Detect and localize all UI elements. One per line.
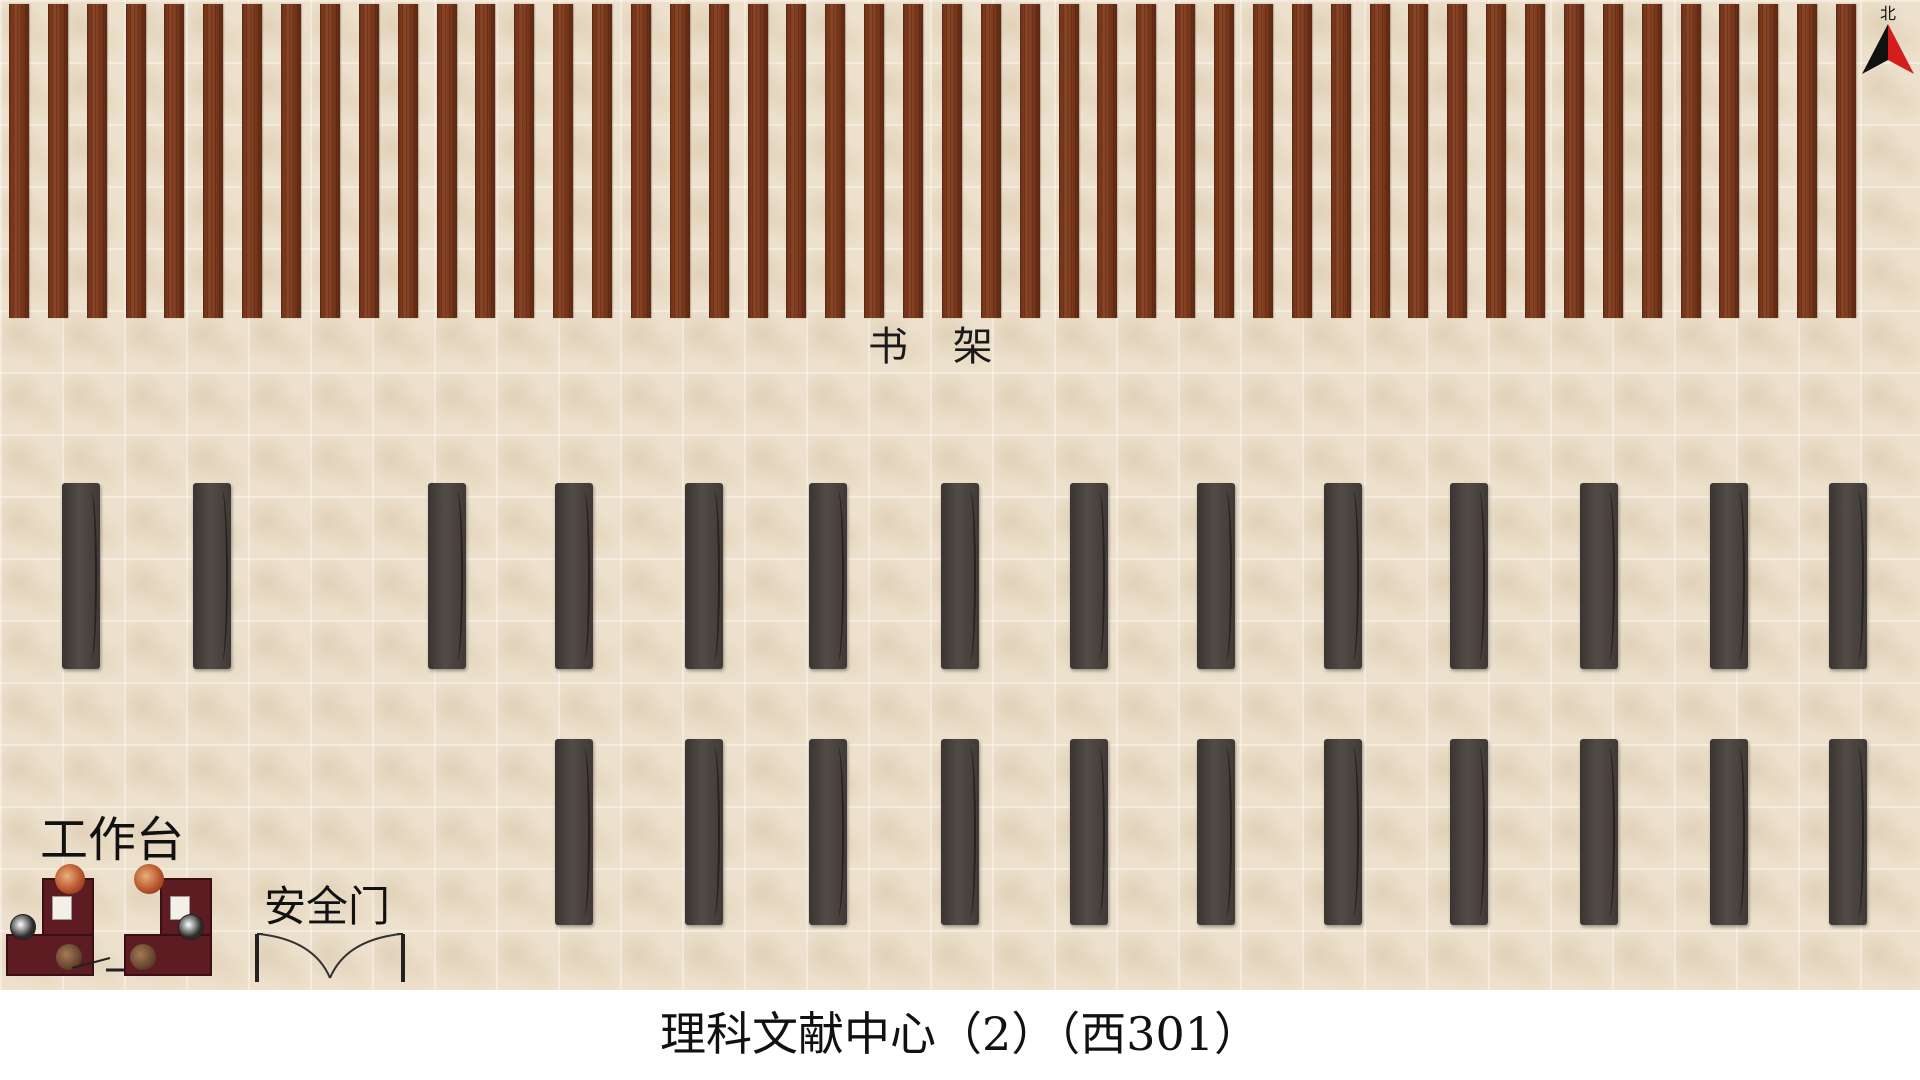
bookshelf (864, 4, 884, 318)
bookshelf (126, 4, 146, 318)
reading-table (62, 483, 100, 669)
bookshelf (786, 4, 806, 318)
reading-table (1197, 739, 1235, 925)
bookshelf (281, 4, 301, 318)
bookshelf (942, 4, 962, 318)
reading-table (1450, 739, 1488, 925)
reading-table (193, 483, 231, 669)
bookshelf (1214, 4, 1234, 318)
bookshelf (1020, 4, 1040, 318)
bookshelf (48, 4, 68, 318)
bookshelf (164, 4, 184, 318)
reading-table (941, 483, 979, 669)
bookshelf (1797, 4, 1817, 318)
bookshelf (1486, 4, 1506, 318)
reading-table (428, 483, 466, 669)
bookshelf (320, 4, 340, 318)
person-icon (134, 864, 164, 894)
chair-icon (130, 944, 156, 970)
bookshelf (1175, 4, 1195, 318)
service-desk (124, 878, 212, 978)
stool-icon (178, 914, 204, 940)
north-arrow-icon (1862, 24, 1914, 74)
reading-table (941, 739, 979, 925)
bookshelf (1370, 4, 1390, 318)
bookshelf (553, 4, 573, 318)
bookshelf (1758, 4, 1778, 318)
safety-door-label: 安全门 (264, 882, 391, 931)
bookshelf (359, 4, 379, 318)
reading-table (555, 483, 593, 669)
bookshelf (437, 4, 457, 318)
bookshelf (514, 4, 534, 318)
reading-table (809, 739, 847, 925)
reading-table (1197, 483, 1235, 669)
reading-table (809, 483, 847, 669)
bookshelf (203, 4, 223, 318)
reading-table (1070, 483, 1108, 669)
bookshelf (981, 4, 1001, 318)
door-swing-icon (71, 957, 128, 972)
reading-table (1580, 739, 1618, 925)
reading-table (1324, 483, 1362, 669)
bookshelf (1136, 4, 1156, 318)
north-label: 北 (1879, 4, 1896, 23)
bookshelf (670, 4, 690, 318)
bookshelf (1408, 4, 1428, 318)
bookshelf-row (0, 0, 1920, 320)
reading-table (1580, 483, 1618, 669)
bookshelf (475, 4, 495, 318)
bookshelf (1603, 4, 1623, 318)
person-icon (55, 864, 85, 894)
bookshelf (631, 4, 651, 318)
reading-table (1450, 483, 1488, 669)
stool-icon (10, 914, 36, 940)
bookshelf (1719, 4, 1739, 318)
bookshelf (398, 4, 418, 318)
reading-table (1829, 739, 1867, 925)
bookshelf (709, 4, 729, 318)
bookshelf (903, 4, 923, 318)
bookshelf (1292, 4, 1312, 318)
reading-table (1829, 483, 1867, 669)
compass: 北 (1858, 4, 1918, 76)
floor-plan: 书 架 工作台 安全门 北 (0, 0, 1920, 990)
bookshelf (242, 4, 262, 318)
bookshelf (9, 4, 29, 318)
bookshelf (1525, 4, 1545, 318)
bookshelf (1331, 4, 1351, 318)
reading-table (555, 739, 593, 925)
bookshelf (1642, 4, 1662, 318)
bookshelf (1836, 4, 1856, 318)
reading-table (685, 739, 723, 925)
bookshelf (1564, 4, 1584, 318)
double-door-icon (255, 933, 405, 982)
bookshelf (87, 4, 107, 318)
bookshelves-label: 书 架 (868, 324, 1009, 370)
bookshelf (592, 4, 612, 318)
bookshelf (1097, 4, 1117, 318)
reading-table (685, 483, 723, 669)
bookshelf (1059, 4, 1079, 318)
workstation-label: 工作台 (40, 812, 185, 868)
reading-table (1324, 739, 1362, 925)
bookshelf (1681, 4, 1701, 318)
bookshelf (825, 4, 845, 318)
service-desk (6, 878, 94, 978)
workstation (0, 864, 220, 980)
page-title: 理科文献中心（2）（西301） (659, 1007, 1261, 1061)
bookshelf (1253, 4, 1273, 318)
bookshelf (748, 4, 768, 318)
reading-table (1710, 483, 1748, 669)
reading-table (1070, 739, 1108, 925)
bookshelf (1447, 4, 1467, 318)
reading-table (1710, 739, 1748, 925)
document-icon (52, 896, 72, 920)
